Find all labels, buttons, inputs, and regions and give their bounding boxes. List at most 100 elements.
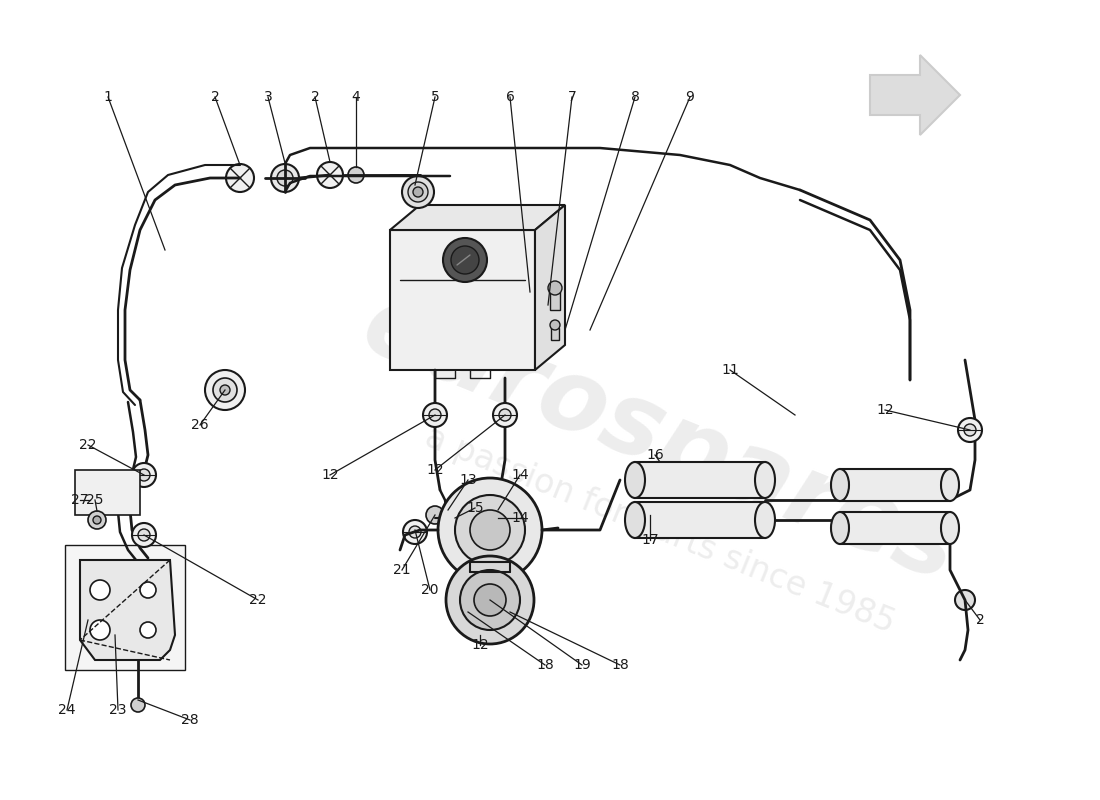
Circle shape [132, 463, 156, 487]
Circle shape [205, 370, 245, 410]
Text: 14: 14 [512, 468, 529, 482]
Circle shape [429, 409, 441, 421]
Circle shape [438, 478, 542, 582]
Circle shape [470, 510, 510, 550]
Text: 4: 4 [352, 90, 361, 104]
Circle shape [271, 164, 299, 192]
Polygon shape [390, 205, 565, 230]
Circle shape [443, 238, 487, 282]
Circle shape [90, 620, 110, 640]
Circle shape [424, 403, 447, 427]
Bar [635, 462, 764, 498]
Text: 24: 24 [58, 703, 76, 717]
Circle shape [446, 556, 534, 644]
Circle shape [955, 590, 975, 610]
Circle shape [317, 162, 343, 188]
Text: eurospares: eurospares [349, 277, 971, 603]
Text: 13: 13 [459, 473, 476, 487]
Circle shape [491, 511, 505, 525]
Bar [840, 512, 950, 544]
Circle shape [138, 529, 150, 541]
Text: 11: 11 [722, 363, 739, 377]
Circle shape [88, 511, 106, 529]
Polygon shape [535, 205, 565, 370]
Text: 3: 3 [264, 90, 273, 104]
Circle shape [408, 182, 428, 202]
Circle shape [548, 281, 562, 295]
Circle shape [499, 409, 512, 421]
Circle shape [140, 622, 156, 638]
Text: 20: 20 [421, 583, 439, 597]
Circle shape [213, 378, 236, 402]
Text: 6: 6 [506, 90, 515, 104]
Text: 14: 14 [512, 511, 529, 525]
Bar [635, 502, 764, 538]
Circle shape [140, 582, 156, 598]
Ellipse shape [940, 512, 959, 544]
Circle shape [131, 698, 145, 712]
Text: 16: 16 [646, 448, 664, 462]
Circle shape [226, 164, 254, 192]
Text: 2: 2 [976, 613, 984, 627]
Text: 8: 8 [630, 90, 639, 104]
Bar [65, 545, 185, 670]
Text: a passion for parts since 1985: a passion for parts since 1985 [420, 420, 900, 640]
Circle shape [493, 403, 517, 427]
Circle shape [474, 584, 506, 616]
Circle shape [426, 506, 444, 524]
Circle shape [90, 580, 110, 600]
Circle shape [348, 167, 364, 183]
Ellipse shape [830, 469, 849, 501]
Bar [443, 510, 453, 518]
Circle shape [132, 523, 156, 547]
Text: 18: 18 [612, 658, 629, 672]
Text: 9: 9 [685, 90, 694, 104]
Text: 12: 12 [426, 463, 443, 477]
Polygon shape [870, 55, 960, 135]
Text: 22: 22 [250, 593, 266, 607]
Ellipse shape [830, 512, 849, 544]
Circle shape [451, 246, 478, 274]
Circle shape [440, 512, 456, 528]
Text: 12: 12 [471, 638, 488, 652]
Ellipse shape [625, 502, 645, 538]
Circle shape [460, 570, 520, 630]
Ellipse shape [625, 462, 645, 498]
Circle shape [412, 187, 424, 197]
Text: 25: 25 [86, 493, 103, 507]
Text: 2: 2 [310, 90, 319, 104]
Text: 23: 23 [109, 703, 126, 717]
Circle shape [964, 424, 976, 436]
Text: 26: 26 [191, 418, 209, 432]
Ellipse shape [940, 469, 959, 501]
Circle shape [403, 520, 427, 544]
Bar [551, 328, 559, 340]
Text: 21: 21 [393, 563, 410, 577]
Ellipse shape [755, 502, 775, 538]
Circle shape [402, 176, 434, 208]
Circle shape [277, 170, 293, 186]
Circle shape [409, 526, 421, 538]
Circle shape [220, 385, 230, 395]
Text: 19: 19 [573, 658, 591, 672]
Text: 28: 28 [182, 713, 199, 727]
Text: 22: 22 [79, 438, 97, 452]
Text: 18: 18 [536, 658, 554, 672]
Bar [75, 470, 140, 515]
Circle shape [550, 320, 560, 330]
Polygon shape [80, 560, 175, 660]
Bar [840, 469, 950, 501]
Circle shape [958, 418, 982, 442]
Text: 15: 15 [466, 501, 484, 515]
Text: 17: 17 [641, 533, 659, 547]
Circle shape [455, 495, 525, 565]
Text: 27: 27 [72, 493, 89, 507]
Text: 2: 2 [210, 90, 219, 104]
Text: 12: 12 [321, 468, 339, 482]
Bar [550, 292, 560, 310]
Bar [390, 230, 535, 370]
Text: 1: 1 [103, 90, 112, 104]
Circle shape [94, 516, 101, 524]
Text: 7: 7 [568, 90, 576, 104]
Text: 5: 5 [430, 90, 439, 104]
